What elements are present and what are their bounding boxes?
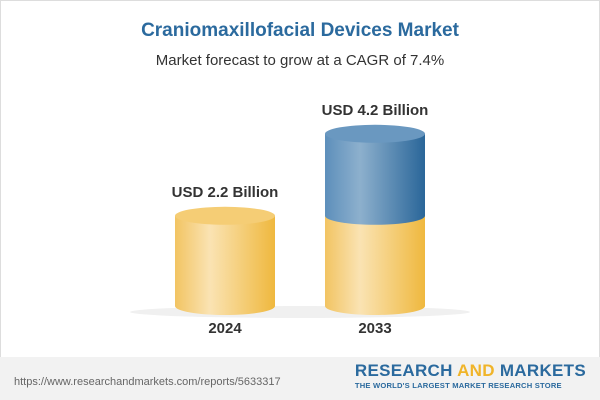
report-url[interactable]: https://www.researchandmarkets.com/repor… [14, 376, 281, 388]
research-and-markets-logo: RESEARCH AND MARKETS THE WORLD'S LARGEST… [354, 361, 586, 390]
category-label-2033: 2033 [358, 320, 391, 337]
chart-subtitle: Market forecast to grow at a CAGR of 7.4… [155, 52, 445, 69]
bar-2033-base-segment [325, 215, 425, 315]
data-label-2033: USD 4.2 Billion [322, 102, 429, 119]
bar-2024-top [175, 206, 275, 225]
data-label-2024: USD 2.2 Billion [172, 184, 279, 201]
footer-bar [0, 357, 600, 400]
bar-2033-growth-segment [325, 133, 425, 225]
chart-title: Craniomaxillofacial Devices Market [141, 20, 459, 41]
category-label-2024: 2024 [208, 320, 242, 337]
bar-2033-top [325, 124, 425, 143]
bar-2024-body [175, 215, 275, 315]
